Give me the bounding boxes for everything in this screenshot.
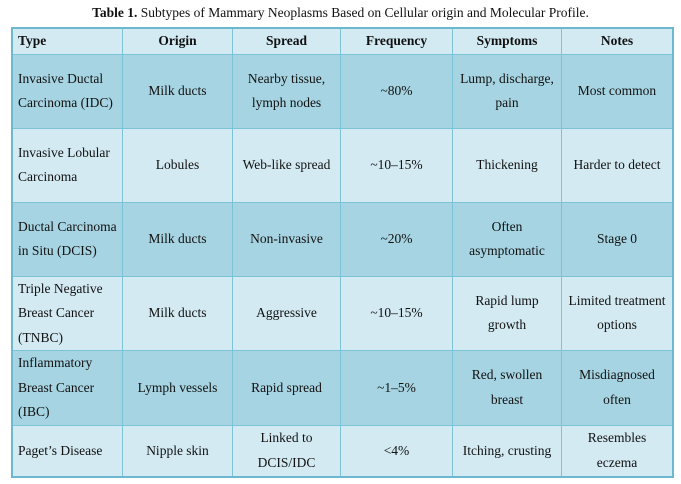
cell-type: Triple Negative Breast Cancer (TNBC) — [11, 275, 123, 351]
cell-symptoms: Rapid lump growth — [452, 275, 562, 351]
cell-notes: Misdiagnosed often — [561, 350, 674, 426]
cell-origin: Lobules — [122, 127, 233, 203]
header-frequency: Frequency — [340, 27, 453, 55]
cell-notes: Most common — [561, 53, 674, 129]
cell-notes: Stage 0 — [561, 201, 674, 277]
cell-type: Invasive Lobular Carcinoma — [11, 127, 123, 203]
cell-origin: Lymph vessels — [122, 350, 233, 426]
header-origin: Origin — [122, 27, 233, 55]
cell-frequency: ~20% — [340, 201, 453, 277]
table-row: Invasive Lobular Carcinoma Lobules Web-lik… — [11, 127, 674, 203]
cell-origin: Milk ducts — [122, 53, 233, 129]
cell-spread: Nearby tissue, lymph nodes — [232, 53, 341, 129]
cell-frequency: ~1–5% — [340, 350, 453, 426]
table-row: Paget’s Disease Nipple skin Linked to DCIS… — [11, 424, 674, 478]
subtypes-table: Type Origin Spread Frequency Symptoms No… — [11, 27, 674, 478]
cell-notes: Limited treatment options — [561, 275, 674, 351]
cell-symptoms: Thickening — [452, 127, 562, 203]
table-caption: Table 1. Subtypes of Mammary Neoplasms B… — [0, 4, 681, 22]
cell-type: Invasive Ductal Carcinoma (IDC) — [11, 53, 123, 129]
header-symptoms: Symptoms — [452, 27, 562, 55]
header-spread: Spread — [232, 27, 341, 55]
table-row: Invasive Ductal Carcinoma (IDC) Milk duct… — [11, 53, 674, 129]
cell-frequency: ~10–15% — [340, 275, 453, 351]
caption-text: Subtypes of Mammary Neoplasms Based on C… — [137, 5, 589, 20]
header-row: Type Origin Spread Frequency Symptoms No… — [11, 27, 674, 55]
header-notes: Notes — [561, 27, 674, 55]
cell-spread: Non-invasive — [232, 201, 341, 277]
cell-symptoms: Red, swollen breast — [452, 350, 562, 426]
cell-origin: Nipple skin — [122, 424, 233, 478]
cell-spread: Aggressive — [232, 275, 341, 351]
caption-label: Table 1. — [92, 5, 138, 20]
cell-type: Inflammatory Breast Cancer (IBC) — [11, 350, 123, 426]
cell-spread: Rapid spread — [232, 350, 341, 426]
cell-symptoms: Itching, crusting — [452, 424, 562, 478]
cell-type: Ductal Carcinoma in Situ (DCIS) — [11, 201, 123, 277]
cell-notes: Harder to detect — [561, 127, 674, 203]
cell-frequency: ~80% — [340, 53, 453, 129]
cell-origin: Milk ducts — [122, 275, 233, 351]
cell-symptoms: Lump, discharge, pain — [452, 53, 562, 129]
cell-origin: Milk ducts — [122, 201, 233, 277]
cell-symptoms: Often asymptomatic — [452, 201, 562, 277]
cell-frequency: ~10–15% — [340, 127, 453, 203]
cell-spread: Linked to DCIS/IDC — [232, 424, 341, 478]
table-row: Triple Negative Breast Cancer (TNBC) Milk… — [11, 275, 674, 351]
table-row: Ductal Carcinoma in Situ (DCIS) Milk duct… — [11, 201, 674, 277]
cell-type: Paget’s Disease — [11, 424, 123, 478]
header-type: Type — [11, 27, 123, 55]
cell-notes: Resembles eczema — [561, 424, 674, 478]
table-row: Inflammatory Breast Cancer (IBC) Lymph ve… — [11, 350, 674, 426]
cell-spread: Web-like spread — [232, 127, 341, 203]
cell-frequency: <4% — [340, 424, 453, 478]
